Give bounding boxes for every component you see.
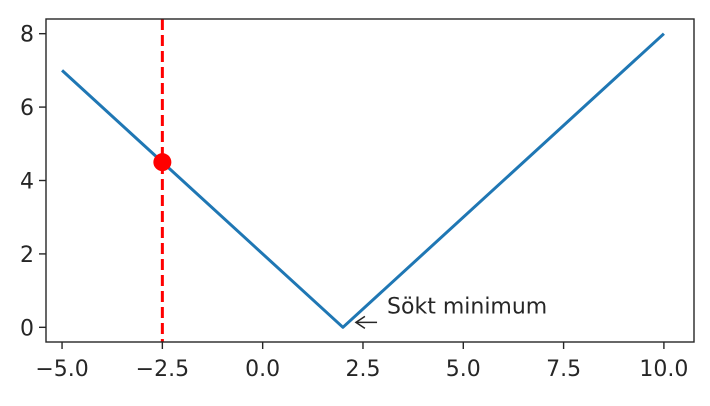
plot-area: Sökt minimum [45,18,695,343]
x-tick-label: 5.0 [446,357,481,382]
annotation-arrow-head [354,315,366,329]
x-tick-label: 7.5 [546,357,581,382]
x-axis: −5.0 −2.5 0.0 2.5 5.0 7.5 10.0 [35,342,688,382]
x-tick-label: −2.5 [136,357,189,382]
x-tick-label: 0.0 [245,357,280,382]
x-tick-label: −5.0 [35,357,88,382]
annotation-layer: Sökt minimum [354,294,547,329]
y-tick-label: 6 [20,96,34,121]
data-layer [61,19,665,342]
y-tick-label: 0 [20,316,34,341]
y-tick-label: 2 [20,243,34,268]
y-tick-label: 4 [20,170,34,195]
x-tick-label: 2.5 [345,357,380,382]
annotation-text: Sökt minimum [387,294,547,319]
series-line [61,32,665,329]
marker-point [153,153,172,172]
plot-frame [45,18,695,343]
y-axis: 0 2 4 6 8 [20,23,46,341]
y-tick-label: 8 [20,23,34,48]
x-tick-label: 10.0 [639,357,688,382]
